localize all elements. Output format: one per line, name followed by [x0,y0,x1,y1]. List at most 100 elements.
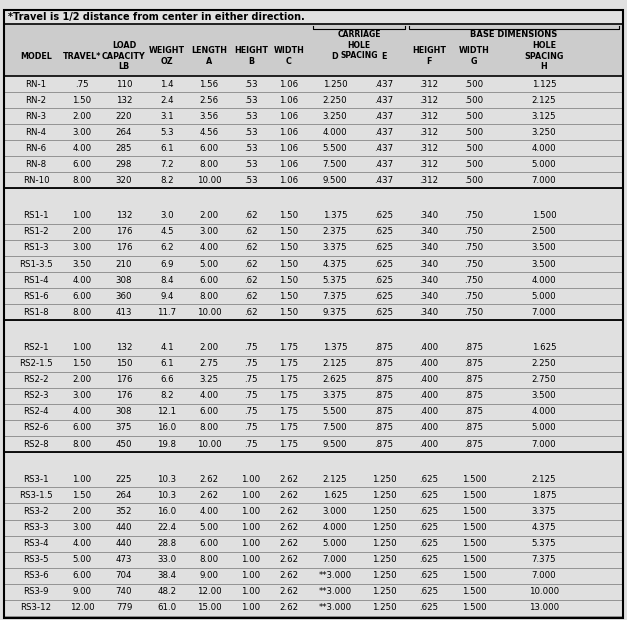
Text: 2.00: 2.00 [199,211,219,220]
Text: .500: .500 [465,144,483,153]
Text: .340: .340 [419,291,438,301]
Text: 3.250: 3.250 [532,128,556,137]
Text: 2.75: 2.75 [199,359,219,368]
Text: 2.4: 2.4 [160,95,174,105]
Text: 1.250: 1.250 [372,491,396,500]
Text: .340: .340 [419,244,438,252]
Text: **3.000: **3.000 [319,603,352,613]
Text: 1.00: 1.00 [241,491,261,500]
Text: 298: 298 [116,160,132,169]
Text: 8.2: 8.2 [160,391,174,401]
Text: 5.000: 5.000 [532,160,556,169]
Text: 10.000: 10.000 [529,587,559,596]
Text: .875: .875 [374,359,394,368]
Text: .625: .625 [374,228,394,236]
Text: 7.2: 7.2 [160,160,174,169]
Text: .750: .750 [465,276,483,285]
Text: 1.00: 1.00 [73,211,92,220]
Text: .875: .875 [465,440,483,448]
Text: 10.00: 10.00 [197,308,221,317]
Text: 1.125: 1.125 [532,79,556,89]
Text: 11.7: 11.7 [157,308,177,317]
Text: 5.000: 5.000 [532,423,556,433]
Text: 7.000: 7.000 [532,440,556,448]
Text: .875: .875 [374,343,394,352]
Text: 2.750: 2.750 [532,375,556,384]
Text: 176: 176 [116,375,132,384]
Text: 19.8: 19.8 [157,440,176,448]
Text: 6.1: 6.1 [160,144,174,153]
Text: .53: .53 [244,176,258,185]
Text: .875: .875 [374,375,394,384]
Text: RS3-5: RS3-5 [23,556,49,564]
Text: .875: .875 [374,391,394,401]
Text: .340: .340 [419,276,438,285]
Text: .437: .437 [374,128,394,137]
Text: .75: .75 [244,359,258,368]
Text: 7.000: 7.000 [532,571,556,580]
Text: 6.00: 6.00 [199,539,219,548]
Text: 13.000: 13.000 [529,603,559,613]
Text: 1.500: 1.500 [461,507,487,516]
Text: 1.625: 1.625 [532,343,556,352]
Text: 6.00: 6.00 [73,423,92,433]
Text: .875: .875 [465,375,483,384]
Text: 5.375: 5.375 [323,276,347,285]
Text: .625: .625 [419,491,438,500]
Text: .750: .750 [465,260,483,268]
Text: .437: .437 [374,144,394,153]
Text: 6.00: 6.00 [199,144,219,153]
Text: .437: .437 [374,176,394,185]
Text: 1.00: 1.00 [241,603,261,613]
Text: RN-2: RN-2 [26,95,46,105]
Text: 308: 308 [116,407,132,417]
Text: 1.50: 1.50 [280,228,298,236]
Text: .750: .750 [465,308,483,317]
Text: 6.00: 6.00 [199,407,219,417]
Text: .500: .500 [465,79,483,89]
Text: 1.500: 1.500 [461,491,487,500]
Text: RS2-2: RS2-2 [23,375,49,384]
Text: 5.375: 5.375 [532,539,556,548]
Text: .625: .625 [419,507,438,516]
Text: 4.5: 4.5 [160,228,174,236]
Text: 473: 473 [116,556,132,564]
Text: 4.00: 4.00 [73,407,92,417]
Text: 10.3: 10.3 [157,491,177,500]
Text: .62: .62 [244,260,258,268]
Text: 3.00: 3.00 [73,244,92,252]
Text: 1.75: 1.75 [280,423,298,433]
Text: .62: .62 [244,276,258,285]
Text: .875: .875 [374,423,394,433]
Text: .625: .625 [419,587,438,596]
Text: .75: .75 [244,343,258,352]
Text: 264: 264 [116,128,132,137]
Text: 5.00: 5.00 [199,523,219,532]
Text: .400: .400 [419,407,438,417]
Text: 33.0: 33.0 [157,556,177,564]
Text: 4.00: 4.00 [73,539,92,548]
Text: .53: .53 [244,79,258,89]
Text: 8.00: 8.00 [199,160,219,169]
Text: 3.375: 3.375 [323,391,347,401]
Text: 9.500: 9.500 [323,176,347,185]
Text: WIDTH
C: WIDTH C [273,46,305,66]
Text: 1.625: 1.625 [323,491,347,500]
Text: 1.00: 1.00 [241,539,261,548]
Text: 2.250: 2.250 [532,359,556,368]
Text: WEIGHT
OZ: WEIGHT OZ [149,46,185,66]
Text: .625: .625 [374,276,394,285]
Text: 1.500: 1.500 [461,539,487,548]
Text: .312: .312 [419,95,438,105]
Text: RN-10: RN-10 [23,176,50,185]
Text: E: E [381,51,387,61]
Text: .400: .400 [419,440,438,448]
Text: 4.000: 4.000 [532,276,556,285]
Text: 4.000: 4.000 [532,407,556,417]
Text: 7.000: 7.000 [532,176,556,185]
Text: 2.62: 2.62 [280,571,298,580]
Text: 1.75: 1.75 [280,440,298,448]
Text: .437: .437 [374,95,394,105]
Text: 7.000: 7.000 [323,556,347,564]
Text: 1.4: 1.4 [160,79,174,89]
